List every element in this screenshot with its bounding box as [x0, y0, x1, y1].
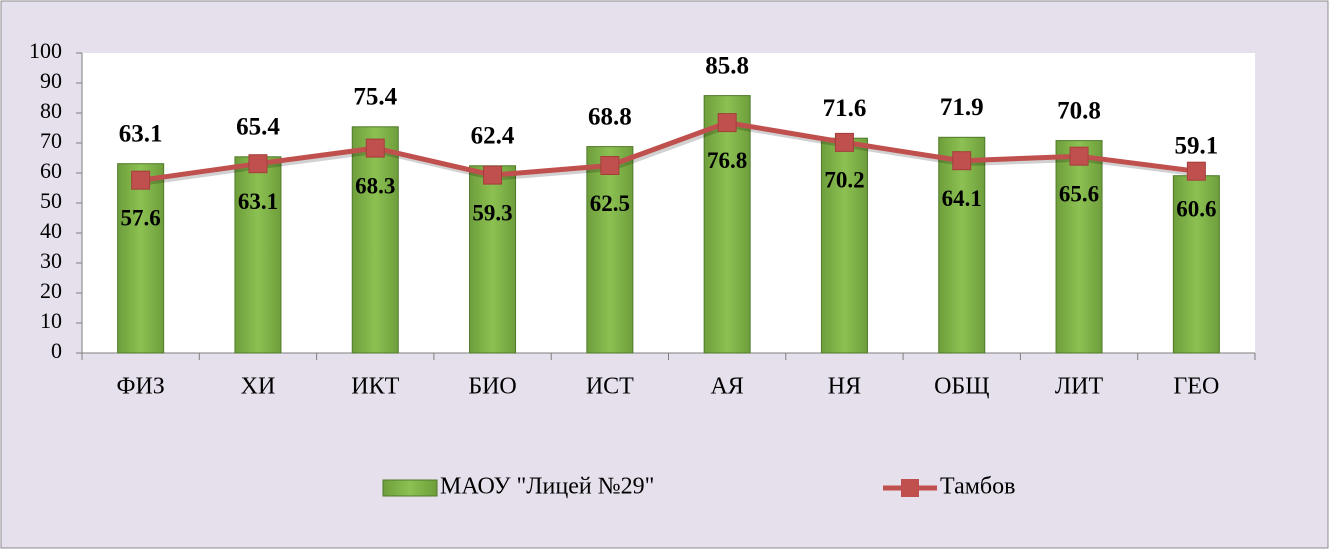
bar-value-label: 59.1 [1174, 132, 1218, 159]
x-tick-label: ИКТ [351, 374, 399, 400]
line-value-label: 62.5 [590, 191, 630, 216]
y-tick-label: 20 [40, 278, 62, 303]
y-tick-label: 60 [40, 158, 62, 183]
bar [1055, 140, 1103, 354]
line-value-label: 57.6 [121, 205, 161, 230]
line-marker [365, 138, 385, 158]
bar [703, 95, 751, 354]
legend-swatch [382, 479, 438, 497]
x-tick-label: ОБЩ [934, 374, 989, 400]
y-tick-label: 90 [40, 68, 62, 93]
line-marker [1186, 161, 1206, 181]
line-marker [131, 170, 151, 190]
line-marker [1069, 146, 1089, 166]
line-value-label: 64.1 [942, 186, 982, 211]
legend-marker [901, 479, 919, 497]
bar [938, 136, 986, 354]
line [140, 120, 1197, 183]
x-tick-label: ХИ [241, 374, 276, 400]
bar-value-label: 68.8 [588, 103, 632, 130]
bar [469, 165, 517, 354]
x-tick-label: НЯ [828, 374, 861, 400]
y-tick-label: 70 [40, 128, 62, 153]
bar [586, 146, 634, 354]
x-tick-label: АЯ [710, 374, 743, 400]
bar [1172, 175, 1220, 354]
bar-value-label: 71.9 [940, 94, 984, 121]
x-tick-label: ФИЗ [116, 374, 164, 400]
y-tick-label: 0 [51, 338, 62, 363]
y-tick-label: 10 [40, 308, 62, 333]
y-tick-label: 80 [40, 98, 62, 123]
bar [117, 163, 165, 354]
line-marker [834, 132, 854, 152]
line-marker [600, 156, 620, 175]
bar [820, 137, 868, 354]
bar [234, 156, 282, 354]
line-shadow [142, 123, 1199, 186]
line-value-label: 60.6 [1176, 196, 1216, 221]
y-tick-label: 50 [40, 188, 62, 213]
legend-label: Тамбов [940, 474, 1015, 500]
line-marker [717, 113, 737, 133]
bar-value-label: 70.8 [1057, 97, 1101, 124]
x-tick-label: ЛИТ [1055, 374, 1104, 400]
line-value-label: 59.3 [472, 200, 512, 225]
y-tick-label: 40 [40, 218, 62, 243]
line-value-label: 68.3 [355, 173, 395, 198]
bar [351, 126, 399, 354]
line-value-label: 70.2 [824, 168, 864, 193]
bar-value-label: 62.4 [471, 123, 515, 150]
legend-label: МАОУ "Лицей №29" [440, 474, 654, 500]
line-value-label: 76.8 [707, 148, 747, 173]
line-marker [952, 151, 972, 171]
line-marker [483, 165, 503, 185]
bar-value-label: 85.8 [705, 52, 749, 79]
line-marker [248, 154, 268, 174]
x-tick-label: ГЕО [1173, 374, 1219, 400]
y-tick-label: 30 [40, 248, 62, 273]
bar-value-label: 71.6 [823, 95, 867, 122]
x-tick-label: ИСТ [586, 374, 634, 400]
bar-value-label: 75.4 [353, 84, 397, 111]
line-value-label: 65.6 [1059, 181, 1099, 206]
x-tick-label: БИО [468, 374, 516, 400]
line-value-label: 63.1 [238, 189, 278, 214]
bar-value-label: 65.4 [236, 114, 280, 141]
bar-value-label: 63.1 [119, 120, 163, 147]
y-tick-label: 100 [29, 38, 62, 63]
